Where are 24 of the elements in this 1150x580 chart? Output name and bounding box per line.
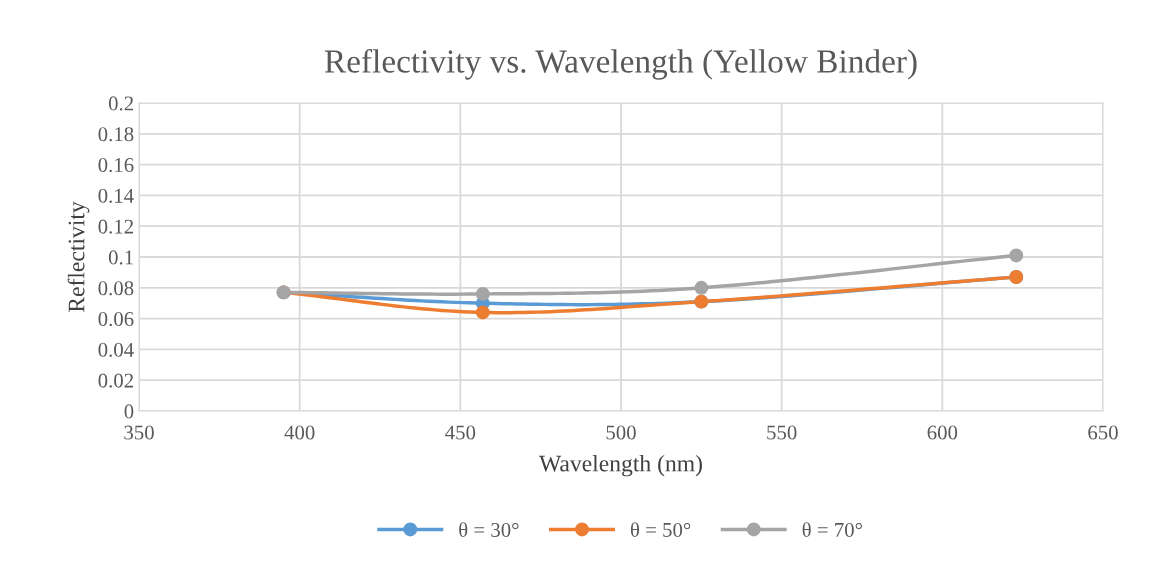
legend-label: θ = 30° bbox=[459, 522, 519, 537]
y-tick-label: 0 bbox=[124, 404, 134, 419]
y-axis-title: Reflectivity bbox=[67, 201, 90, 313]
x-tick-label: 600 bbox=[927, 425, 958, 440]
y-tick-label: 0.14 bbox=[98, 188, 134, 203]
y-tick-label: 0.12 bbox=[98, 219, 133, 234]
y-tick-label: 0.1 bbox=[108, 250, 133, 265]
y-tick-label: 0.06 bbox=[98, 311, 134, 327]
x-tick-label: 650 bbox=[1088, 425, 1118, 440]
legend-label: θ = 70° bbox=[802, 522, 862, 537]
x-tick-label: 400 bbox=[284, 425, 315, 440]
x-tick-label: 450 bbox=[445, 425, 476, 440]
x-tick-label: 550 bbox=[767, 425, 797, 440]
y-tick-label: 0.08 bbox=[98, 281, 134, 296]
chart-title: Reflectivity vs. Wavelength (Yellow Binder) bbox=[324, 48, 917, 80]
y-tick-label: 0.18 bbox=[98, 127, 134, 142]
x-tick-label: 500 bbox=[606, 425, 636, 440]
y-tick-label: 0.04 bbox=[98, 342, 134, 357]
y-tick-label: 0.2 bbox=[108, 96, 133, 111]
x-tick-label: 350 bbox=[124, 425, 154, 440]
x-axis-title: Wavelength (nm) bbox=[539, 454, 702, 477]
legend-label: θ = 50° bbox=[630, 522, 691, 537]
y-tick-label: 0.16 bbox=[98, 157, 134, 173]
y-tick-label: 0.02 bbox=[98, 373, 133, 388]
